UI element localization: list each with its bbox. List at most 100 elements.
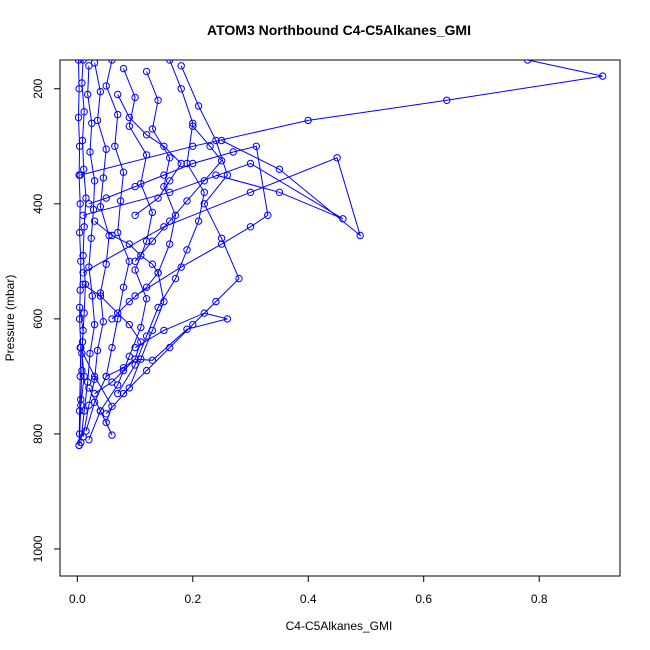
data-point (102, 82, 110, 90)
data-point (148, 237, 157, 245)
data-point (189, 159, 197, 168)
data-point (114, 228, 122, 237)
series-line (85, 60, 130, 432)
data-point (78, 349, 86, 358)
data-point (88, 292, 97, 300)
data-point (166, 240, 174, 248)
data-point (183, 246, 191, 254)
data-point (93, 116, 102, 125)
data-point (125, 240, 134, 248)
data-point (275, 165, 284, 174)
data-point (229, 148, 237, 156)
series-line (123, 65, 240, 394)
data-point (86, 148, 94, 156)
data-point (177, 263, 185, 271)
x-axis-label: C4-C5Alkanes_GMI (286, 619, 393, 633)
series-line (82, 62, 110, 437)
data-point (85, 62, 93, 70)
data-point (79, 326, 87, 335)
series-line (134, 125, 223, 262)
data-point (85, 401, 93, 409)
data-point (119, 64, 128, 73)
data-point (171, 274, 180, 283)
data-point (154, 303, 162, 312)
data-point (131, 266, 139, 274)
data-point (166, 60, 174, 64)
data-point (166, 188, 174, 197)
data-point (125, 320, 134, 329)
data-point (177, 62, 185, 70)
series-line (88, 145, 269, 297)
data-point (80, 223, 88, 231)
series-line (94, 220, 159, 320)
profile-series (85, 142, 272, 300)
data-point (90, 389, 99, 398)
series-line (79, 347, 113, 436)
data-point (79, 269, 87, 277)
data-point (194, 217, 203, 225)
data-point (166, 154, 174, 162)
data-point (183, 197, 191, 205)
data-point (189, 142, 197, 151)
data-point (125, 257, 134, 265)
data-point (131, 257, 139, 265)
series-line (79, 60, 87, 434)
data-point (160, 326, 168, 335)
data-point (75, 407, 84, 415)
data-point (142, 131, 151, 139)
data-point (356, 231, 364, 240)
data-point (223, 315, 232, 323)
data-point (108, 315, 116, 323)
data-point (137, 180, 145, 188)
data-point (137, 338, 145, 346)
data-point (85, 263, 93, 271)
data-point (74, 60, 83, 64)
data-point (523, 60, 532, 64)
data-point (108, 378, 116, 386)
chart-title: ATOM3 Northbound C4-C5Alkanes_GMI (207, 22, 471, 38)
x-tick-label: 0.2 (184, 592, 201, 606)
profile-series (75, 303, 88, 450)
y-ticks: 200 400 600 800 1000 (31, 78, 60, 562)
data-point (166, 177, 174, 185)
data-point (90, 217, 99, 225)
data-point (75, 303, 84, 312)
data-point (114, 389, 122, 398)
x-tick-label: 0.0 (69, 592, 86, 606)
data-point (148, 125, 157, 133)
data-point (212, 171, 220, 179)
profile-series (85, 64, 157, 444)
data-point (339, 215, 347, 223)
data-point (78, 136, 87, 145)
x-tick-label: 0.6 (415, 592, 432, 606)
series-line (77, 60, 82, 446)
data-point (119, 366, 128, 375)
data-point (217, 157, 226, 165)
data-point (166, 217, 174, 225)
data-point (82, 427, 90, 435)
data-point (102, 260, 110, 268)
data-point (131, 355, 139, 363)
data-point (80, 309, 88, 317)
y-tick-label: 200 (31, 78, 45, 98)
data-point (76, 171, 84, 179)
profile-series (131, 122, 226, 265)
y-axis-label: Pressure (mbar) (3, 275, 17, 362)
data-point (125, 122, 134, 130)
profile-series (114, 90, 185, 220)
series-line (117, 60, 205, 394)
data-point (235, 274, 243, 283)
data-point (125, 352, 134, 360)
data-point (85, 384, 93, 392)
data-point (252, 142, 260, 151)
profile-series (102, 309, 232, 381)
series-line (80, 65, 96, 443)
data-point (333, 154, 341, 162)
profile-series (102, 67, 180, 418)
series-line (105, 312, 228, 377)
data-point (148, 260, 157, 268)
data-point (131, 93, 139, 102)
data-point (76, 286, 84, 294)
data-point (119, 283, 128, 291)
